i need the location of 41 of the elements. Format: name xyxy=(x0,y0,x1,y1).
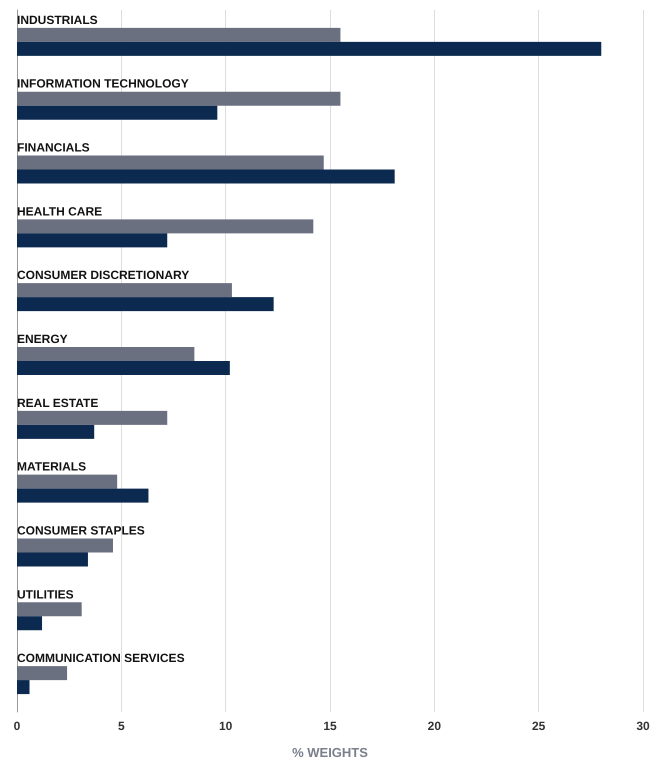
bar xyxy=(17,42,602,56)
bar xyxy=(17,680,30,694)
bar xyxy=(17,92,340,106)
x-tick-label: 5 xyxy=(118,719,125,733)
bar xyxy=(17,424,94,439)
bar xyxy=(17,488,148,503)
bar xyxy=(17,552,88,566)
bar xyxy=(17,361,230,375)
x-tick-label: 25 xyxy=(532,719,546,733)
y-tick-label: HEALTH CARE xyxy=(17,204,102,218)
bar xyxy=(17,233,168,248)
x-tick-label: 10 xyxy=(218,719,233,733)
y-tick-label: COMMUNICATION SERVICES xyxy=(17,651,185,666)
y-tick-label: MATERIALS xyxy=(17,460,86,474)
bar xyxy=(17,474,118,489)
bar xyxy=(17,602,82,616)
y-tick-label: INFORMATION TECHNOLOGY xyxy=(17,76,189,91)
x-tick-label: 30 xyxy=(636,719,650,733)
x-tick-label: 15 xyxy=(323,719,337,733)
y-tick-label: UTILITIES xyxy=(17,587,74,602)
bar xyxy=(17,170,395,184)
y-tick-label: FINANCIALS xyxy=(17,140,90,155)
x-axis-title: % WEIGHTS xyxy=(292,745,368,760)
bar xyxy=(17,347,194,361)
bar xyxy=(17,538,113,552)
bar xyxy=(17,28,340,42)
bar xyxy=(17,283,232,298)
bar xyxy=(17,156,324,170)
x-tick-label: 0 xyxy=(14,719,21,733)
y-tick-label: CONSUMER STAPLES xyxy=(17,523,145,538)
y-tick-label: ENERGY xyxy=(17,332,68,346)
bar xyxy=(17,666,68,680)
bar xyxy=(17,616,42,630)
bar xyxy=(17,297,274,312)
y-tick-label: CONSUMER DISCRETIONARY xyxy=(17,268,190,282)
bar xyxy=(17,219,314,234)
x-tick-label: 20 xyxy=(428,719,442,733)
y-tick-label: INDUSTRIALS xyxy=(17,12,98,27)
bar xyxy=(17,410,168,425)
bar xyxy=(17,106,218,120)
y-tick-label: REAL ESTATE xyxy=(17,396,98,410)
